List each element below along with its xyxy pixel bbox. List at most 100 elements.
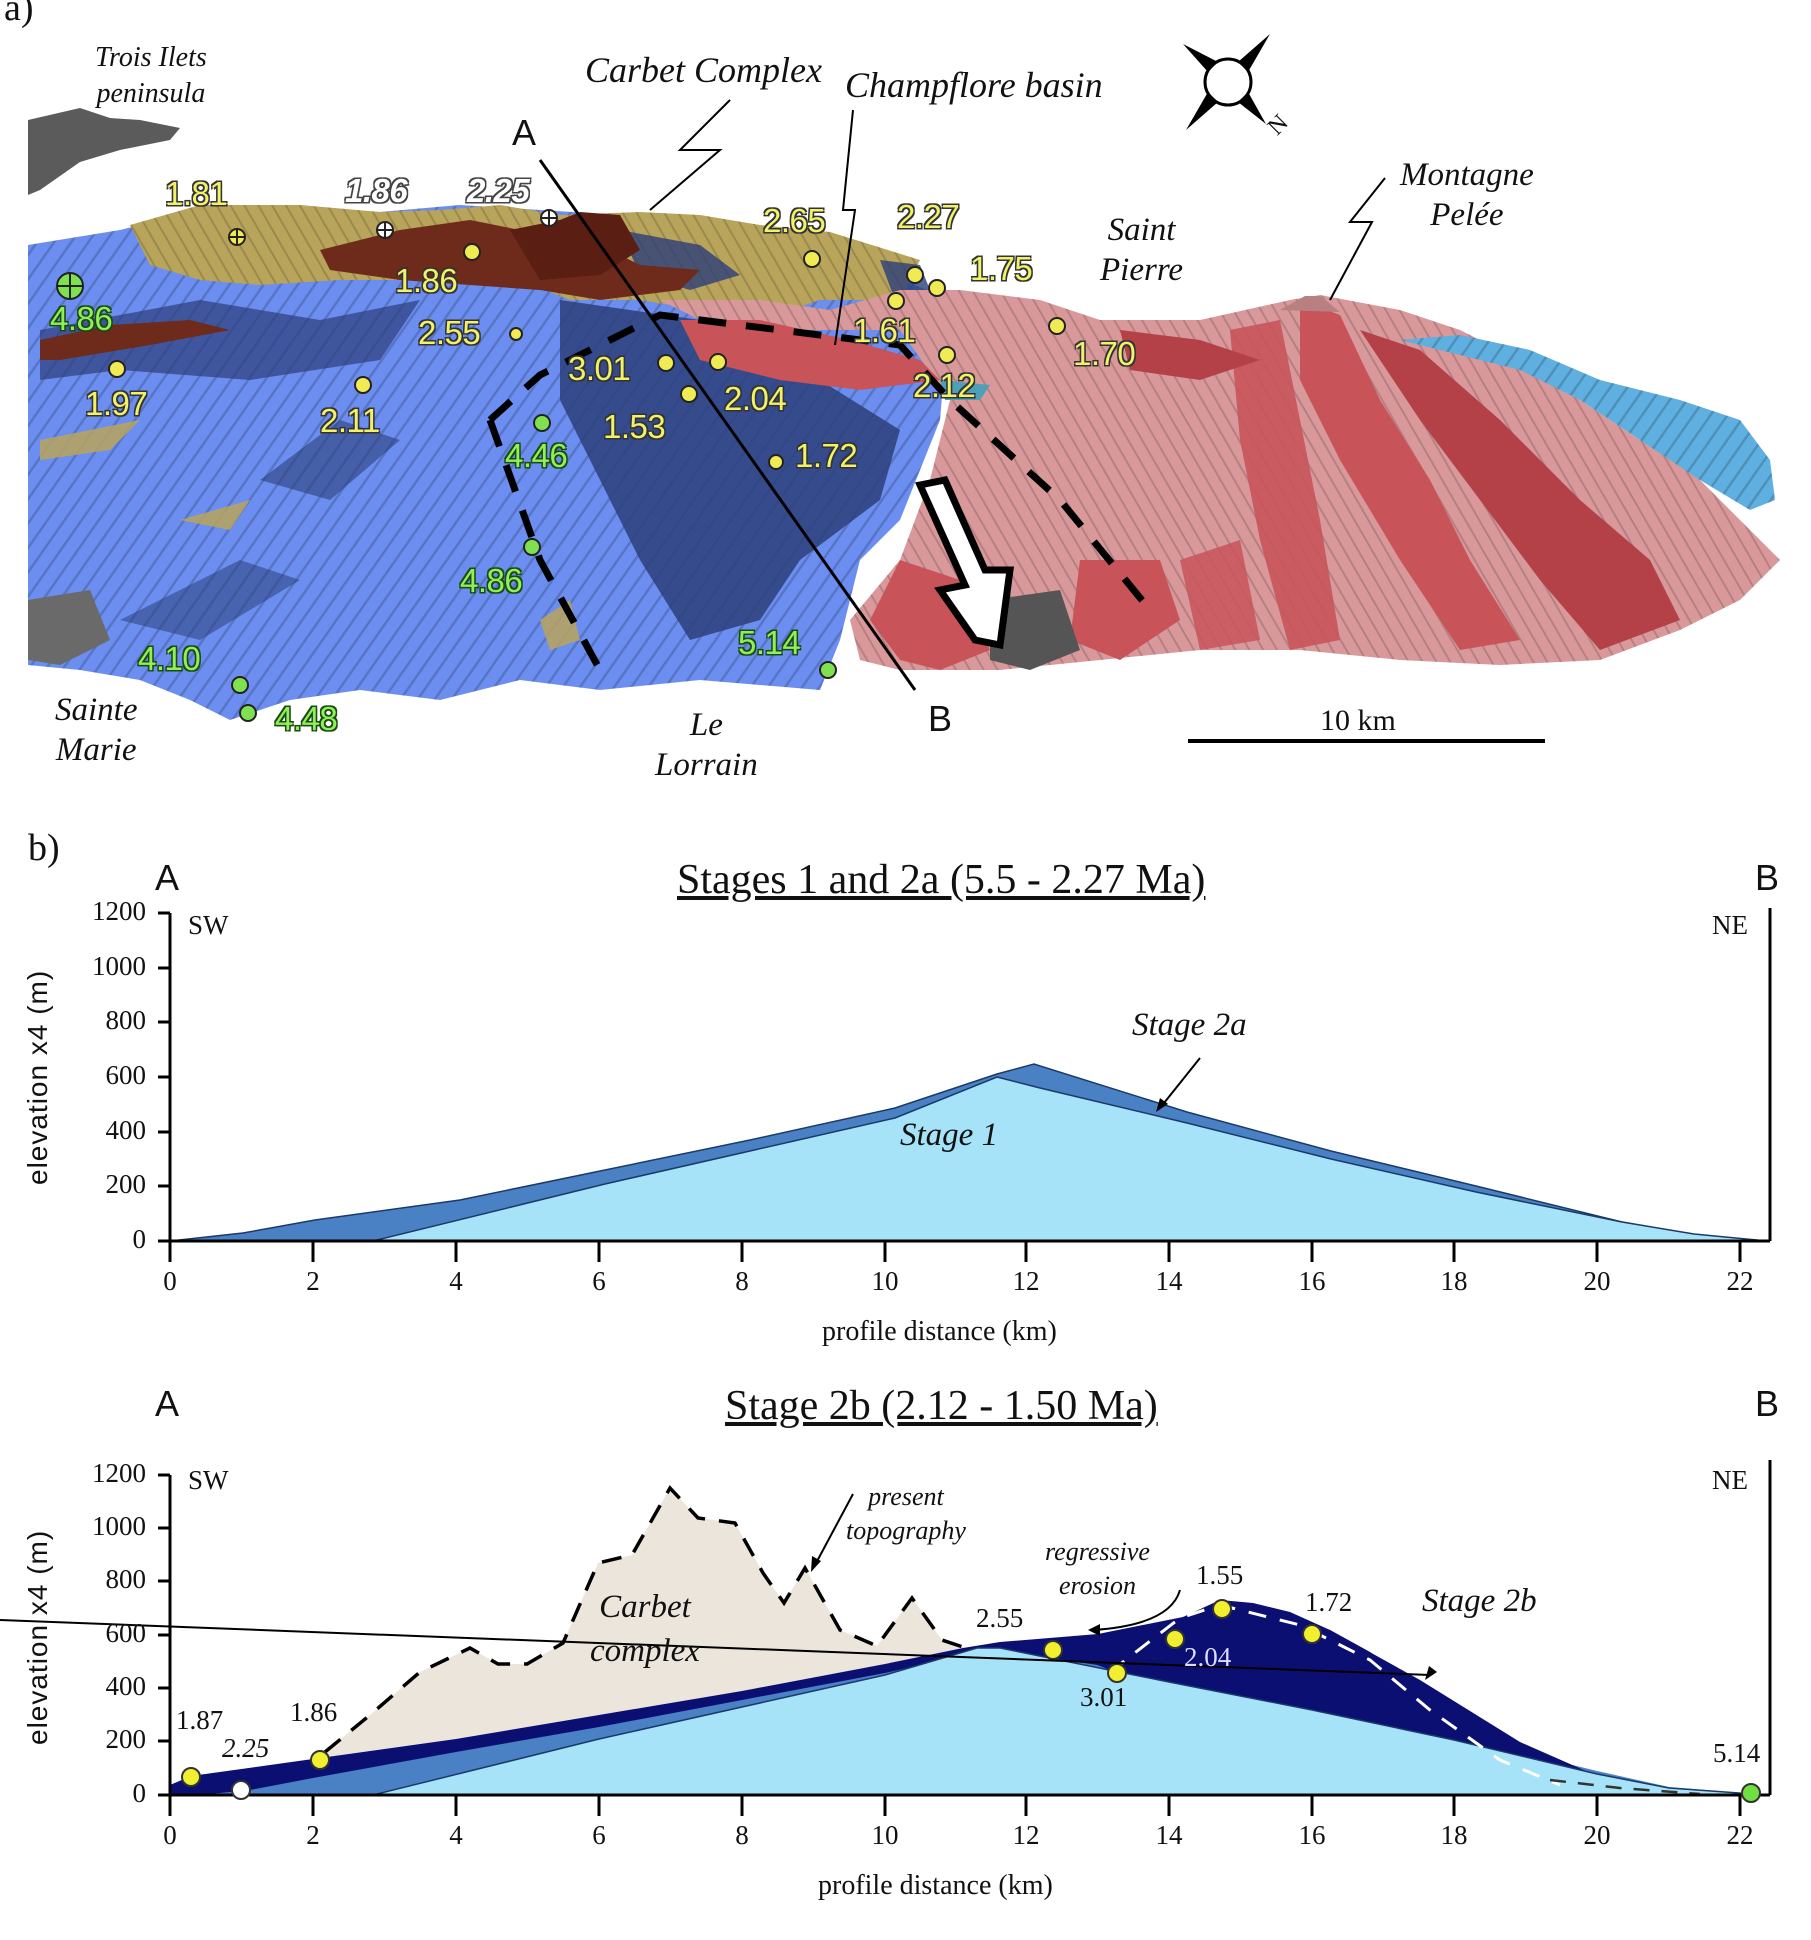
point-label: 2.25 xyxy=(222,1733,270,1763)
age-label: 5.14 xyxy=(738,624,801,661)
y-axis-title: elevation x4 (m) xyxy=(22,1529,53,1745)
point-label: 1.72 xyxy=(1305,1587,1353,1617)
y-tick: 800 xyxy=(105,1564,147,1594)
age-label: 2.27 xyxy=(897,198,960,235)
y-tick: 0 xyxy=(132,1778,147,1808)
age-label: 4.48 xyxy=(275,700,338,737)
age-label: 4.10 xyxy=(138,640,201,677)
age-label: 1.70 xyxy=(1073,335,1136,372)
x-tick: 20 xyxy=(1583,1266,1611,1296)
age-label: 3.01 xyxy=(568,350,631,387)
point-label: 3.01 xyxy=(1080,1682,1128,1712)
scale-bar-label: 10 km xyxy=(1320,704,1396,737)
x-tick: 20 xyxy=(1583,1820,1611,1850)
point-label: 5.14 xyxy=(1713,1738,1761,1768)
label-regressive-erosion: regressive erosion xyxy=(1045,1537,1150,1600)
profile-end-b: B xyxy=(928,698,953,739)
age-label: 1.86 xyxy=(345,172,408,209)
age-label: 2.11 xyxy=(320,402,380,439)
x-tick: 10 xyxy=(871,1820,899,1850)
map-panel: a) xyxy=(0,0,1811,800)
x-tick: 12 xyxy=(1012,1266,1040,1296)
x-tick: 0 xyxy=(163,1820,177,1850)
age-label: 4.46 xyxy=(505,437,568,474)
y-tick: 400 xyxy=(105,1115,147,1145)
y-tick: 1000 xyxy=(92,1511,146,1541)
label-stage-2a: Stage 2a xyxy=(1132,1007,1247,1043)
x-tick: 16 xyxy=(1298,1266,1326,1296)
age-label: 2.04 xyxy=(724,380,787,417)
x-tick: 12 xyxy=(1012,1820,1040,1850)
x-tick: 2 xyxy=(306,1820,320,1850)
place-montagne-pelee: Montagne Pelée xyxy=(1400,157,1534,233)
label-carbet-complex: Carbet complex xyxy=(590,1589,700,1669)
x-tick: 4 xyxy=(449,1266,463,1296)
chart-title: Stages 1 and 2a (5.5 - 2.27 Ma) xyxy=(677,857,1206,903)
point-label: 1.86 xyxy=(290,1697,338,1727)
chart-1-plot xyxy=(158,908,1772,1262)
place-sainte-marie: Sainte Marie xyxy=(55,692,138,768)
point-label: 2.55 xyxy=(976,1603,1024,1633)
age-label: 1.81 xyxy=(165,175,228,212)
y-tick: 600 xyxy=(105,1618,147,1648)
place-champflore-basin: Champflore basin xyxy=(845,65,1103,105)
place-saint-pierre: Saint Pierre xyxy=(1100,212,1184,288)
x-axis-title: profile distance (km) xyxy=(818,1870,1053,1901)
x-tick: 16 xyxy=(1298,1820,1326,1850)
label-stage-1: Stage 1 xyxy=(900,1117,999,1153)
y-tick: 800 xyxy=(105,1005,147,1035)
x-tick: 18 xyxy=(1440,1820,1468,1850)
endpoint-a: A xyxy=(155,857,180,898)
direction-ne: NE xyxy=(1712,1465,1748,1495)
x-tick: 8 xyxy=(735,1820,749,1850)
age-label: 2.65 xyxy=(763,202,826,239)
terrain-map xyxy=(28,34,1780,743)
x-tick: 6 xyxy=(592,1266,606,1296)
point-label: 1.87 xyxy=(176,1705,224,1735)
chart-title: Stage 2b (2.12 - 1.50 Ma) xyxy=(725,1383,1158,1429)
x-tick: 22 xyxy=(1726,1820,1754,1850)
age-label: 1.97 xyxy=(85,385,148,422)
place-le-lorrain: Le Lorrain xyxy=(655,707,758,783)
age-label: 2.25 xyxy=(467,172,530,209)
x-tick: 8 xyxy=(735,1266,749,1296)
x-tick: 18 xyxy=(1440,1266,1468,1296)
direction-sw: SW xyxy=(188,910,229,940)
profile-start-a: A xyxy=(512,112,537,153)
age-label: 1.53 xyxy=(603,408,666,445)
endpoint-b: B xyxy=(1755,857,1780,898)
y-tick: 0 xyxy=(132,1224,147,1254)
x-axis-title: profile distance (km) xyxy=(822,1316,1057,1347)
y-tick: 400 xyxy=(105,1671,147,1701)
endpoint-a: A xyxy=(155,1383,180,1424)
y-tick: 200 xyxy=(105,1724,147,1754)
x-tick: 6 xyxy=(592,1820,606,1850)
point-label: 1.55 xyxy=(1196,1560,1244,1590)
y-tick: 1200 xyxy=(92,1458,146,1488)
place-trois-ilets: Trois Ilets peninsula xyxy=(95,42,207,109)
y-tick: 200 xyxy=(105,1169,147,1199)
age-label: 1.75 xyxy=(970,250,1033,287)
age-label: 2.12 xyxy=(913,367,976,404)
y-tick: 600 xyxy=(105,1060,147,1090)
age-label: 4.86 xyxy=(460,562,523,599)
x-tick: 14 xyxy=(1155,1266,1183,1296)
age-label: 1.86 xyxy=(395,262,458,299)
age-label: 2.55 xyxy=(418,314,481,351)
x-tick: 4 xyxy=(449,1820,463,1850)
x-tick: 0 xyxy=(163,1266,177,1296)
age-label: 1.72 xyxy=(795,437,858,474)
label-present-topography: present topography xyxy=(846,1482,966,1545)
direction-ne: NE xyxy=(1712,910,1748,940)
direction-sw: SW xyxy=(188,1465,229,1495)
place-carbet-complex: Carbet Complex xyxy=(585,50,822,90)
x-tick: 22 xyxy=(1726,1266,1754,1296)
endpoint-b: B xyxy=(1755,1383,1780,1424)
x-tick: 14 xyxy=(1155,1820,1183,1850)
north-arrow-icon xyxy=(1183,34,1270,130)
point-label: 2.04 xyxy=(1184,1642,1232,1672)
panel-a-label: a) xyxy=(4,0,34,29)
x-tick: 10 xyxy=(871,1266,899,1296)
label-stage-2b: Stage 2b xyxy=(1422,1583,1537,1619)
